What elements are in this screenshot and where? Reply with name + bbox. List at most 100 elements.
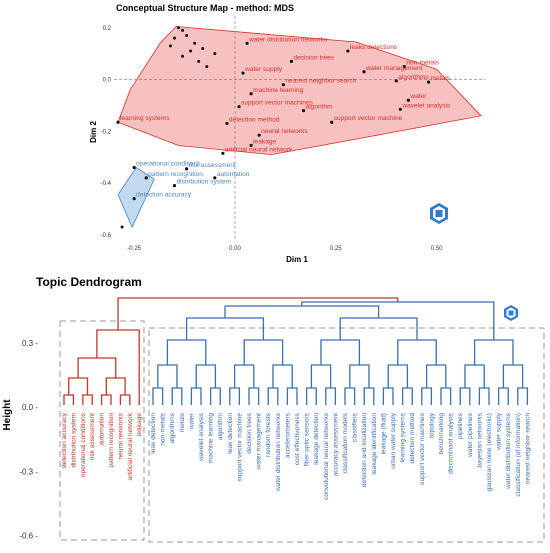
- cluster-hull-1: [117, 26, 482, 156]
- cluster-hull-2: [117, 166, 155, 229]
- mds-x-axis-label: Dim 1: [286, 255, 308, 264]
- leaf-label: water: [188, 412, 195, 430]
- dendrogram-link: [63, 394, 75, 405]
- point-extra-6: [189, 49, 193, 53]
- mds-map: Conceptual Structure Map - method: MDS w…: [89, 3, 485, 264]
- point-label: water distribution networks: [248, 36, 328, 43]
- dendrogram-link: [310, 364, 332, 388]
- point-extra-8: [197, 59, 201, 63]
- dendrogram-link: [190, 387, 202, 405]
- dendrogram-link: [157, 364, 178, 388]
- dendrogram-link: [119, 394, 131, 405]
- dendrogram-link: [229, 387, 241, 405]
- dendrogram-y-tick-label: 0.3 -: [22, 339, 38, 348]
- dendrogram-link: [344, 387, 356, 405]
- dendrogram-link: [195, 364, 217, 388]
- leaf-label: algorithm: [217, 412, 224, 440]
- y-tick-label: -0.4: [101, 181, 112, 187]
- leaf-label: benchmarking: [438, 413, 445, 455]
- point-1-18: [257, 133, 261, 137]
- dendrogram-link: [387, 364, 409, 388]
- leaf-label: leakage (fluid): [380, 413, 387, 454]
- point-1-14: [301, 108, 306, 113]
- point-label: detection method: [229, 117, 280, 124]
- y-tick-label: -0.6: [101, 233, 112, 239]
- leaf-label: learning systems: [400, 412, 407, 462]
- dendrogram-y-axis-label: Height: [2, 399, 13, 431]
- point-label: support vector machines: [241, 100, 314, 107]
- dendrogram-y-tick-label: -0.6 -: [19, 532, 38, 541]
- point-1-4: [402, 64, 406, 69]
- mds-y-axis-label: Dim 2: [89, 121, 98, 143]
- point-label: leaks detections: [350, 44, 398, 51]
- point-label: automation: [217, 171, 250, 178]
- point-label: operational conditions: [136, 161, 201, 168]
- dendrogram-link: [267, 387, 279, 405]
- leaf-label: automation: [99, 413, 106, 446]
- point-label: algorithms: [398, 74, 429, 81]
- point-1-19: [249, 143, 253, 148]
- dendrogram: Topic Dendrogram Height 0.3 - 0.0 - -0.3 -…: [2, 275, 545, 543]
- leaf-label: random forests: [265, 412, 272, 457]
- dendrogram-link: [272, 364, 293, 388]
- point-1-9: [281, 83, 285, 87]
- dendrogram-link: [68, 377, 89, 395]
- point-label: learning systems: [120, 115, 170, 122]
- point-extra-12: [201, 46, 205, 50]
- leaf-label: algorithms: [169, 412, 176, 443]
- leaf-label: detection accuracy: [61, 412, 68, 468]
- dendrogram-link: [185, 317, 265, 340]
- dendrogram-link: [440, 387, 452, 405]
- dendrogram-link: [425, 364, 447, 388]
- dendrogram-link: [502, 364, 524, 388]
- point-label: water management: [365, 65, 423, 72]
- y-tick-label: 0.2: [103, 26, 112, 32]
- point-1-1: [245, 41, 249, 45]
- leaf-label: water pipelines: [467, 412, 474, 458]
- dendrogram-link: [421, 387, 433, 405]
- point-extra-3: [185, 34, 189, 38]
- point-label: machine learning: [253, 87, 304, 94]
- dendrogram-link: [96, 329, 140, 405]
- dendrogram-link: [473, 339, 514, 365]
- point-label: water: [409, 93, 427, 100]
- point-1-6: [241, 71, 245, 75]
- dendrogram-link: [105, 377, 126, 395]
- point-label: support vector machine: [334, 115, 403, 122]
- leaf-label: water distribution networks: [275, 412, 282, 492]
- cluster-box-1: [59, 320, 145, 541]
- dendrogram-logo-icon: [504, 305, 518, 321]
- point-1-13: [398, 107, 402, 111]
- point-label: algorithm: [306, 104, 334, 111]
- point-1-15: [330, 120, 334, 124]
- point-extra-10: [205, 65, 209, 69]
- leaf-label: pattern recognition: [108, 413, 115, 468]
- point-label: artificial neural network: [225, 146, 293, 153]
- point-label: metals: [431, 75, 451, 82]
- leaf-label: leakage detection: [313, 413, 320, 465]
- dendrogram-link: [497, 387, 509, 405]
- point-label: detection accuracy: [136, 192, 192, 199]
- point-1-5: [362, 70, 366, 74]
- leaf-label: topology: [428, 412, 435, 438]
- leaf-label: non-metals: [160, 412, 167, 445]
- leaf-label: metals: [179, 412, 186, 432]
- point-2-5: [172, 184, 177, 188]
- dendrogram-link: [401, 387, 413, 405]
- point-label: non-metals: [406, 60, 439, 67]
- point-1-17: [225, 121, 229, 126]
- cluster-box-2: [148, 327, 545, 543]
- dendrogram-link: [152, 387, 164, 405]
- dendrogram-link: [464, 364, 485, 388]
- point-label: nearest neighbor search: [285, 78, 356, 85]
- dendrogram-link: [286, 387, 298, 405]
- point-1-11: [406, 98, 410, 102]
- leaf-label: artificial neural network: [127, 412, 134, 480]
- point-2-4: [213, 176, 217, 180]
- point-label: neural networks: [261, 128, 308, 135]
- dendrogram-link: [248, 387, 260, 405]
- dendrogram-link: [301, 301, 495, 340]
- dendrogram-link: [397, 339, 437, 365]
- leaf-label: classifiers: [352, 412, 359, 442]
